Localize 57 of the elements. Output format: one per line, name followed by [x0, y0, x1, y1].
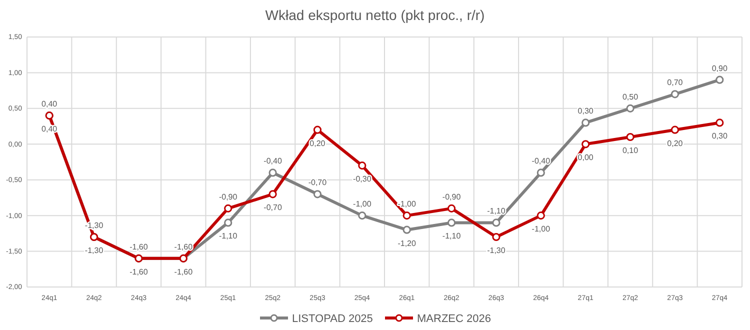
point — [626, 104, 634, 112]
point — [582, 118, 590, 127]
data-label: -1,00 — [398, 200, 417, 209]
data-label: -1,00 — [353, 200, 372, 209]
data-label: -0,90 — [442, 192, 462, 202]
data-label: 0,40 — [42, 100, 58, 109]
data-label: 0,20 — [667, 138, 684, 148]
data-label: -1,60 — [174, 242, 194, 252]
point — [492, 218, 500, 227]
point — [536, 168, 545, 177]
data-label: 0,30 — [712, 132, 728, 141]
point — [224, 204, 232, 212]
data-label: -1,10 — [487, 206, 506, 216]
point — [536, 212, 545, 220]
data-label: -1,30 — [84, 246, 104, 255]
data-label: -1,10 — [442, 232, 462, 241]
point — [670, 126, 680, 134]
data-label: -1,60 — [130, 242, 148, 252]
data-label: -0,70 — [264, 203, 282, 212]
data-label: -0,70 — [308, 178, 328, 188]
data-label: 0,90 — [712, 64, 728, 73]
point — [268, 168, 277, 177]
point — [716, 76, 724, 84]
data-label: 0,50 — [622, 92, 639, 102]
data-label: -1,10 — [218, 232, 238, 241]
data-label: -1,60 — [130, 267, 148, 276]
point — [358, 162, 366, 170]
data-label: 0,30 — [578, 106, 594, 116]
data-label: 0,70 — [667, 78, 684, 88]
point — [358, 212, 366, 220]
point — [402, 226, 411, 234]
point — [402, 212, 411, 220]
point — [492, 232, 500, 242]
data-label: -0,90 — [218, 192, 238, 202]
point — [582, 140, 590, 148]
data-label: 0,10 — [622, 146, 639, 155]
legend-label: MARZEC 2026 — [417, 312, 491, 325]
chart-title: Wkład eksportu netto (pkt proc., r/r) — [265, 7, 485, 23]
point — [670, 90, 680, 98]
legend-label: LISTOPAD 2025 — [292, 312, 373, 325]
data-label: 0,20 — [310, 138, 326, 148]
data-label: -1,00 — [532, 224, 551, 234]
point — [626, 132, 634, 142]
point — [268, 190, 277, 198]
point — [447, 204, 456, 212]
data-label: -1,30 — [487, 246, 506, 255]
point — [224, 218, 232, 227]
data-label: -0,30 — [353, 174, 372, 184]
point — [447, 218, 456, 227]
point — [313, 190, 322, 198]
data-label: -1,20 — [398, 238, 417, 248]
data-label: -0,40 — [532, 156, 551, 166]
data-label: -0,40 — [264, 156, 282, 166]
data-label: -1,60 — [174, 267, 194, 276]
data-label: 0,00 — [578, 153, 594, 162]
point — [313, 126, 322, 134]
point — [716, 118, 724, 127]
